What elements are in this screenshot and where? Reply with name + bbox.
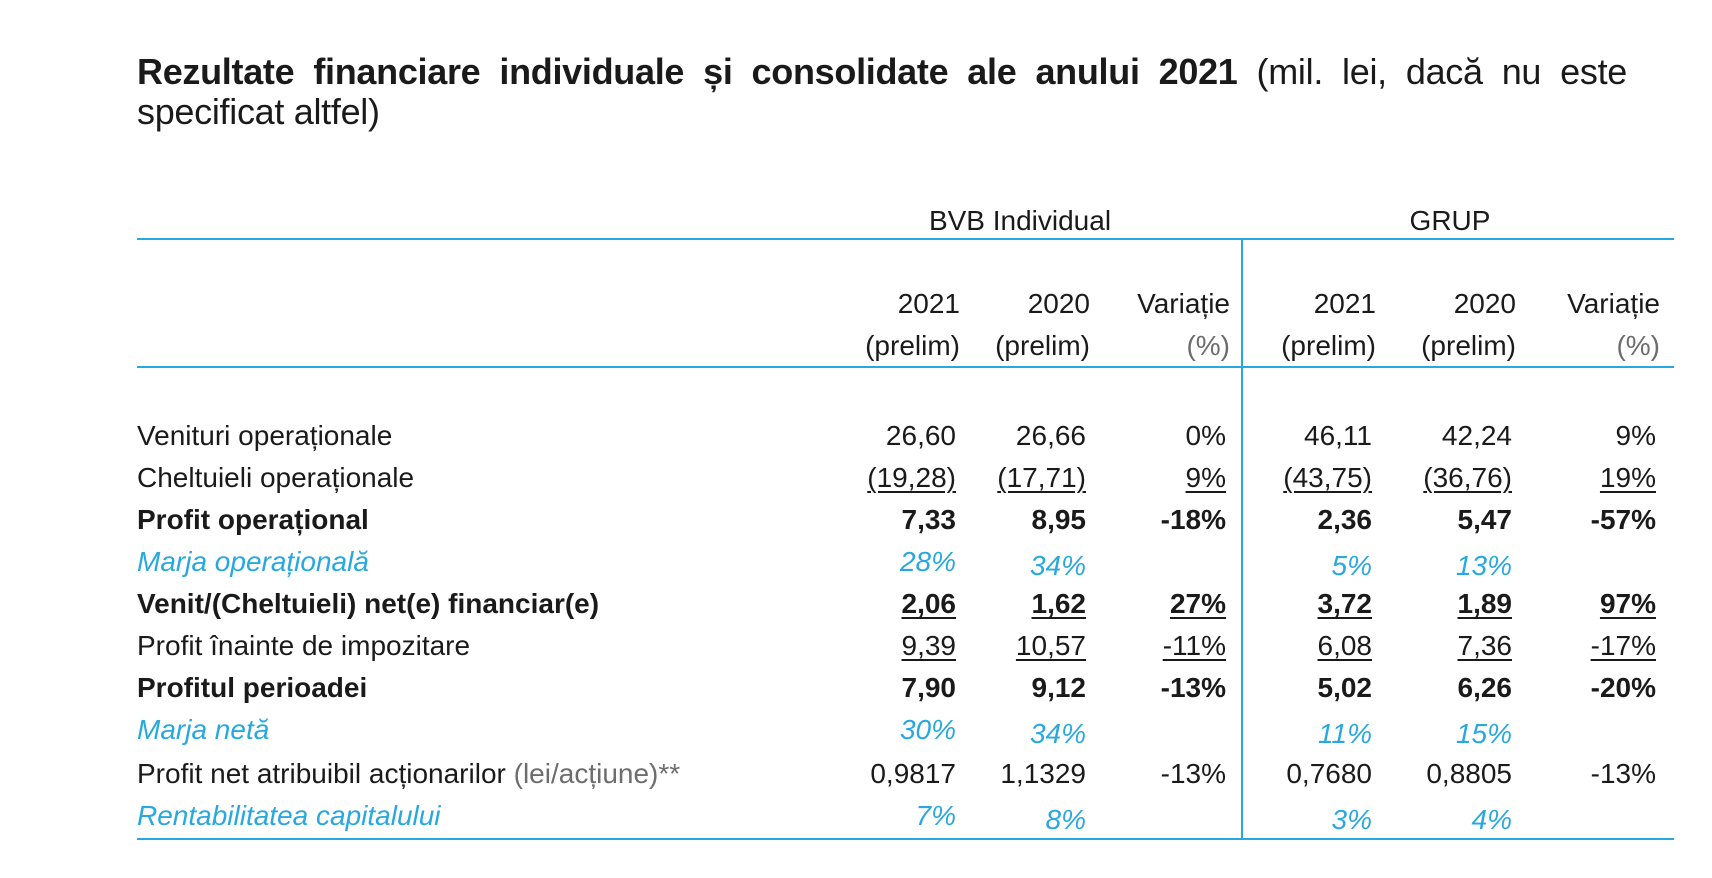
row-label: Marja netă (137, 714, 270, 745)
table-cell: 28% (899, 546, 956, 577)
row-label: Profit operațional (137, 504, 369, 535)
table-cell: 7,36 (1457, 630, 1513, 661)
table-cell: 1,1329 (1000, 758, 1086, 789)
table-cell: 6,08 (1317, 630, 1373, 661)
table-bottom-rule (137, 838, 1674, 840)
table-cell: -13% (1160, 672, 1226, 703)
col-header-grup-variatie: Variație (%) (1567, 288, 1660, 361)
table-cell: 26,66 (1015, 420, 1086, 451)
col-header-ind-variatie: Variație (%) (1137, 288, 1230, 361)
table-cell: 97% (1599, 588, 1656, 619)
row-label: Rentabilitatea capitalului (137, 800, 441, 831)
table-cell: 1,89 (1457, 588, 1513, 619)
row-label: Profit înainte de impozitare (137, 630, 471, 661)
group-header-individual: BVB Individual (928, 205, 1112, 236)
table-cell: 46,11 (1304, 420, 1372, 451)
table-cell: 34% (1029, 718, 1086, 749)
row-label: Venituri operaționale (137, 420, 393, 451)
table-cell: (43,75) (1283, 462, 1372, 493)
group-header-grup: GRUP (1409, 205, 1491, 236)
table-cell: 5,47 (1457, 504, 1513, 535)
table-cell: 3% (1331, 804, 1372, 835)
table-cell: 34% (1029, 550, 1086, 581)
header-top-rule (137, 238, 1674, 240)
table-cell: 11% (1318, 718, 1372, 749)
table-cell: 5,02 (1317, 672, 1373, 703)
row-label: Profitul perioadei (137, 672, 368, 703)
table-cell: 9,12 (1031, 672, 1087, 703)
table-cell: 8% (1045, 804, 1086, 835)
page-title: Rezultate financiare individuale și cons… (137, 51, 1628, 132)
row-label-unit: (lei/acțiune)** (505, 758, 681, 789)
table-cell: (36,76) (1423, 462, 1512, 493)
table-cell: 30% (899, 714, 956, 745)
row-label: Profit net atribuibil acționarilor (lei/… (137, 758, 681, 789)
table-cell: 3,72 (1317, 588, 1373, 619)
col-header-grup-2020: 2020 (prelim) (1421, 288, 1516, 361)
table-cell: 0,7680 (1286, 758, 1372, 789)
table-cell: 0,9817 (870, 758, 956, 789)
table-cell: -57% (1590, 504, 1656, 535)
table-cell: 26,60 (885, 420, 956, 451)
table-cell: 2,06 (901, 588, 957, 619)
table-cell: 7,90 (901, 672, 957, 703)
table-cell: 42,24 (1441, 420, 1512, 451)
table-cell: 7,33 (901, 504, 957, 535)
table-cell: 10,57 (1015, 630, 1086, 661)
group-divider (1241, 238, 1243, 838)
table-cell: (19,28) (867, 462, 956, 493)
table-cell: 2,36 (1317, 504, 1373, 535)
table-cell: 15% (1455, 718, 1512, 749)
table-cell: 27% (1169, 588, 1226, 619)
row-label: Cheltuieli operaționale (137, 462, 415, 493)
table-cell: (17,71) (997, 462, 1086, 493)
col-header-ind-2021: 2021 (prelim) (865, 288, 960, 361)
table-cell: 9,39 (901, 630, 957, 661)
table-cell: -18% (1160, 504, 1226, 535)
col-header-ind-2020: 2020 (prelim) (995, 288, 1090, 361)
col-header-grup-2021: 2021 (prelim) (1281, 288, 1376, 361)
table-cell: 13% (1455, 550, 1512, 581)
table-cell: 9% (1185, 462, 1226, 493)
row-label: Marja operațională (137, 546, 369, 577)
table-cell: 5% (1331, 550, 1372, 581)
table-cell: -20% (1590, 672, 1656, 703)
table-cell: 4% (1471, 804, 1512, 835)
table-cell: -13% (1590, 758, 1656, 789)
table-cell: 19% (1599, 462, 1656, 493)
table-cell: 1,62 (1031, 588, 1087, 619)
table-cell: 9% (1615, 420, 1656, 451)
table-cell: 7% (915, 800, 956, 831)
table-cell: -13% (1160, 758, 1226, 789)
table-cell: 6,26 (1457, 672, 1513, 703)
header-bottom-rule (137, 366, 1674, 368)
table-cell: -11% (1162, 630, 1226, 661)
table-cell: 8,95 (1031, 504, 1087, 535)
table-cell: 0% (1185, 420, 1226, 451)
table-cell: -17% (1590, 630, 1656, 661)
row-label: Venit/(Cheltuieli) net(e) financiar(e) (137, 588, 600, 619)
table-cell: 0,8805 (1426, 758, 1512, 789)
